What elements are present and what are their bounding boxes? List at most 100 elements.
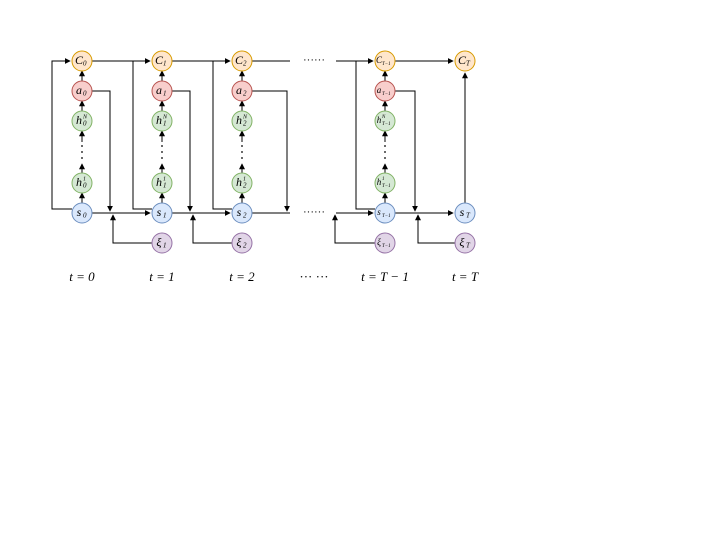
- node-sub: 0: [83, 120, 87, 128]
- vertical-dot: [81, 157, 83, 159]
- edge: [110, 214, 152, 244]
- node-sub: 2: [243, 212, 247, 220]
- node-label: h: [76, 175, 82, 189]
- time-label: t = T − 1: [361, 269, 409, 284]
- edges: [51, 58, 468, 244]
- time-label: t = 0: [69, 269, 95, 284]
- node-label: a: [377, 85, 382, 95]
- ellipsis: ··· ···: [299, 269, 328, 284]
- vertical-dot: [384, 157, 386, 159]
- node: h 1 T−1: [374, 172, 396, 194]
- node: h N0: [71, 110, 93, 132]
- node-label: ξ: [156, 235, 162, 249]
- edge: [395, 90, 418, 212]
- node-sub: T: [466, 60, 471, 68]
- node-sub: 0: [83, 182, 87, 190]
- node-label: C: [458, 53, 467, 67]
- node-circle: [231, 50, 253, 72]
- node: ξ T−1: [374, 232, 396, 254]
- node-sub: 0: [83, 90, 87, 98]
- node-sub: 1: [163, 212, 167, 220]
- node-circle: [71, 202, 93, 224]
- time-label: t = 1: [149, 269, 174, 284]
- vertical-dot: [384, 145, 386, 147]
- node-sup: N: [162, 114, 168, 120]
- node-label: C: [235, 53, 244, 67]
- node-circle: [151, 232, 173, 254]
- node-label: a: [76, 83, 82, 97]
- node-sub: T−1: [382, 92, 391, 97]
- node-sub: 0: [83, 212, 87, 220]
- node-label: s: [77, 205, 82, 219]
- node-label: h: [377, 115, 382, 125]
- vertical-dot: [81, 145, 83, 147]
- node-circle: [231, 110, 253, 132]
- node-label: h: [377, 177, 382, 187]
- node-label: s: [237, 205, 242, 219]
- node-sup: 1: [83, 176, 86, 182]
- node-circle: [231, 80, 253, 102]
- node: h N2: [231, 110, 253, 132]
- node-circle: [71, 110, 93, 132]
- node-sup: N: [82, 114, 88, 120]
- edge: [172, 90, 193, 212]
- node-label: C: [75, 53, 84, 67]
- node-sub: T−1: [382, 62, 391, 67]
- node-label: ξ: [377, 237, 381, 247]
- node-sub: T: [466, 242, 471, 250]
- node-sub: 2: [243, 182, 247, 190]
- edge: [415, 214, 455, 244]
- node-label: a: [156, 83, 162, 97]
- node-label: ξ: [459, 235, 465, 249]
- node: C T−1: [374, 50, 396, 72]
- node-sub: 1: [163, 182, 167, 190]
- node-circle: [231, 172, 253, 194]
- node-circle: [374, 110, 396, 132]
- node-circle: [151, 172, 173, 194]
- node-label: ξ: [236, 235, 242, 249]
- edge: [332, 214, 375, 244]
- node-circle: [374, 202, 396, 224]
- node-sub: 2: [243, 120, 247, 128]
- node-circle: [151, 50, 173, 72]
- node-label: s: [460, 205, 465, 219]
- vertical-dot: [241, 157, 243, 159]
- node-circle: [151, 110, 173, 132]
- vertical-dot: [161, 151, 163, 153]
- node-label: C: [155, 53, 164, 67]
- node-circle: [231, 202, 253, 224]
- node: h 11: [151, 172, 173, 194]
- node-sub: 2: [243, 90, 247, 98]
- edge: [355, 61, 375, 210]
- node-circle: [231, 232, 253, 254]
- vertical-dot: [241, 145, 243, 147]
- node-sub: 1: [163, 242, 167, 250]
- node-label: h: [156, 113, 162, 127]
- edge: [132, 61, 152, 210]
- node-label: h: [156, 175, 162, 189]
- node-sup: 1: [163, 176, 166, 182]
- node: s T−1: [374, 202, 396, 224]
- node-circle: [71, 50, 93, 72]
- vertical-dot: [81, 151, 83, 153]
- node-circle: [71, 80, 93, 102]
- vertical-dot: [384, 151, 386, 153]
- node-sup: N: [381, 115, 386, 120]
- node: h 10: [71, 172, 93, 194]
- edge: [190, 214, 232, 244]
- edge: [252, 90, 290, 212]
- node: h N T−1: [374, 110, 396, 132]
- edge: [92, 90, 113, 212]
- node-sub: 2: [243, 242, 247, 250]
- vertical-dot: [161, 145, 163, 147]
- vertical-dot: [241, 151, 243, 153]
